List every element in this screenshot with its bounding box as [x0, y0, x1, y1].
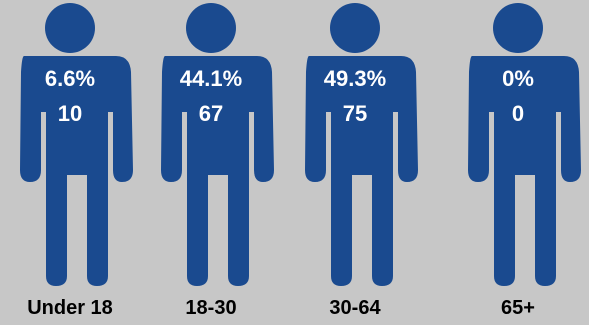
category-label: 65+ [501, 297, 535, 319]
person-body [20, 56, 133, 286]
percentage-label: 44.1% [179, 66, 243, 91]
person-figure-1 [161, 3, 274, 286]
count-label: 67 [198, 101, 224, 126]
count-label: 0 [511, 101, 525, 126]
category-label: 30-64 [329, 297, 381, 319]
person-head [330, 3, 380, 53]
person-head [493, 3, 543, 53]
person-head [186, 3, 236, 53]
count-label: 10 [57, 101, 83, 126]
person-body [468, 56, 581, 286]
percentage-label: 49.3% [323, 66, 387, 91]
category-label: Under 18 [27, 297, 113, 319]
person-figure-3 [468, 3, 581, 286]
person-head [45, 3, 95, 53]
person-figure-2 [305, 3, 418, 286]
percentage-label: 6.6% [44, 66, 96, 91]
person-figure-0 [20, 3, 133, 286]
category-label: 18-30 [185, 297, 237, 319]
count-label: 75 [342, 101, 368, 126]
person-body [161, 56, 274, 286]
percentage-label: 0% [502, 66, 534, 91]
person-body [305, 56, 418, 286]
